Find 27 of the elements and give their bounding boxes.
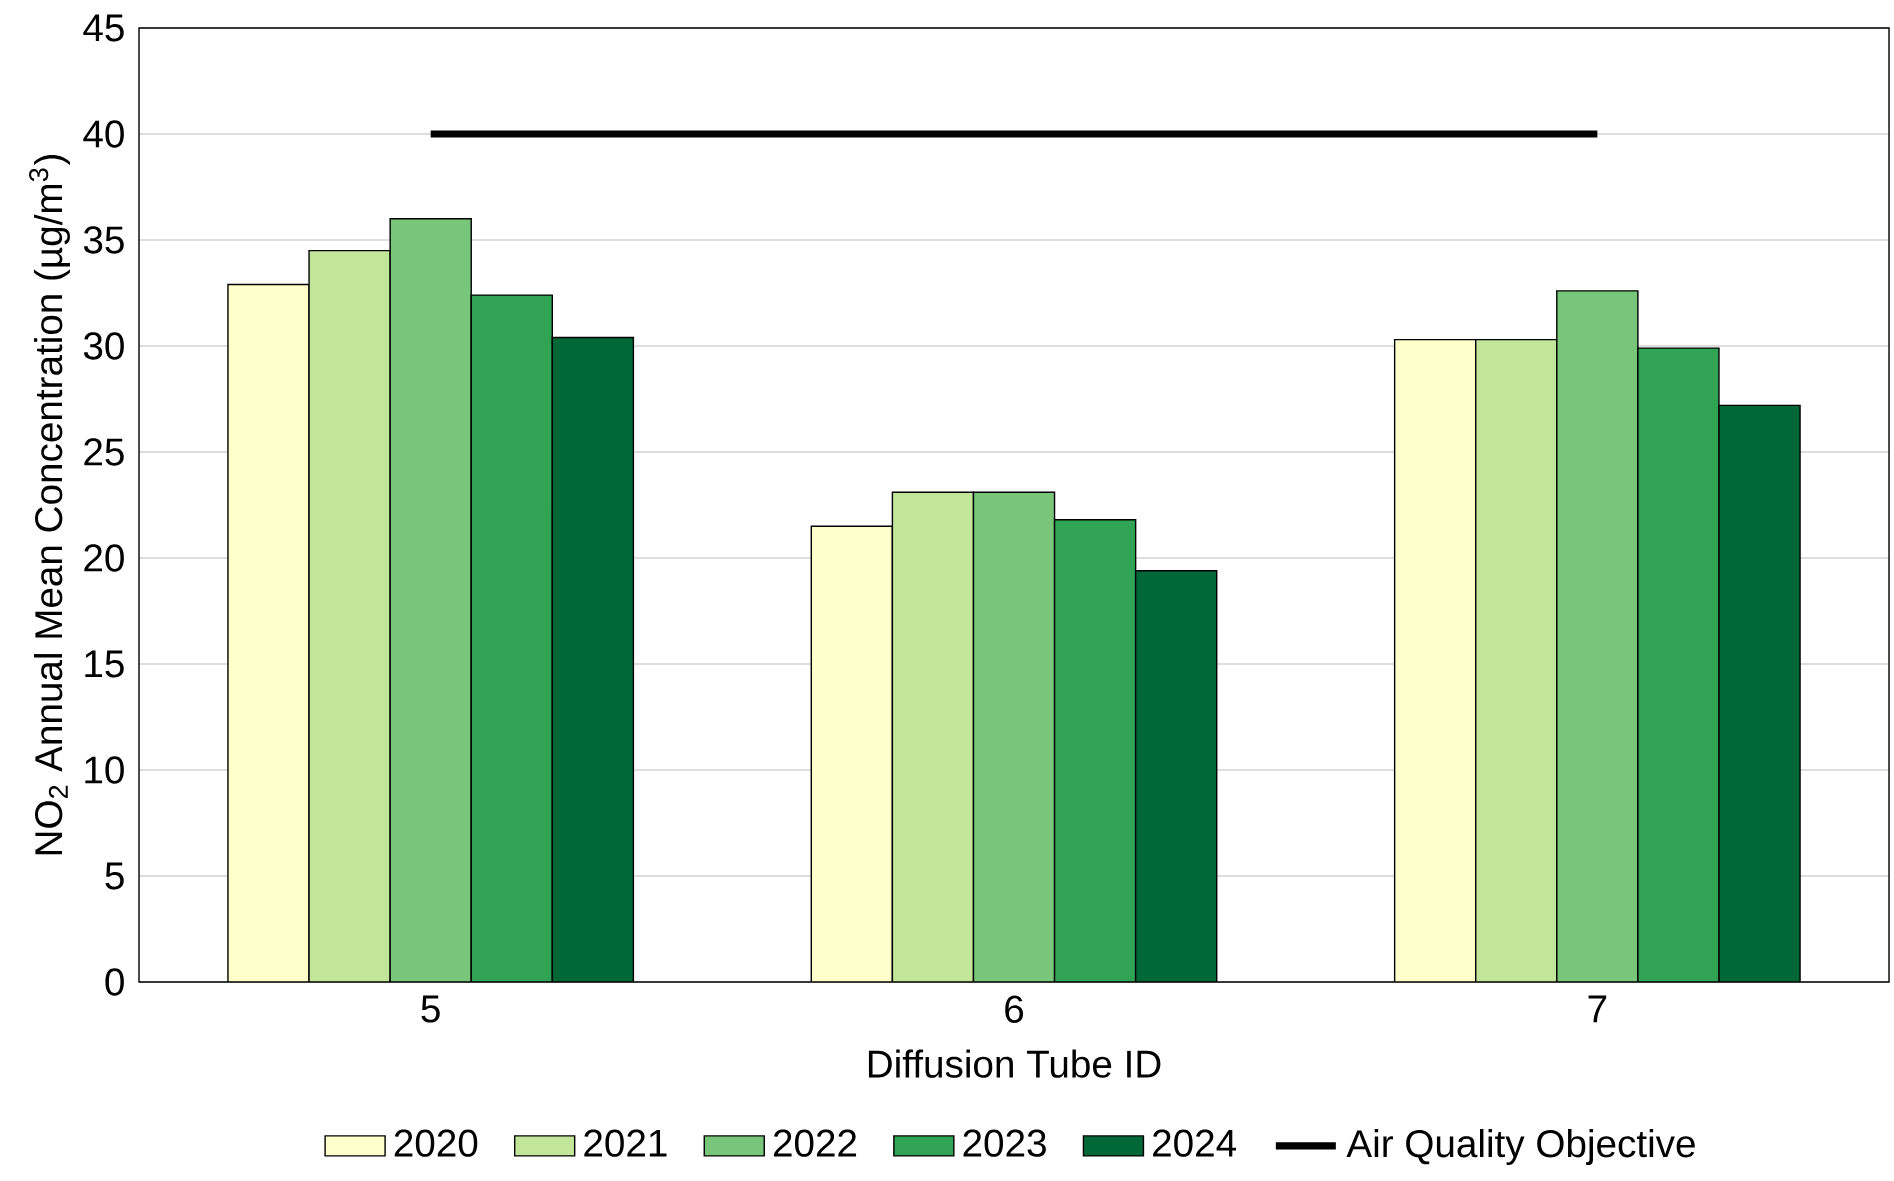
y-axis-title: NO$_{2}$ Annual Mean Concentration (µg/m$^{3}$) [29, 154, 70, 855]
y-tick-label: 25 [84, 438, 124, 466]
y-tick-label: 35 [83, 226, 124, 254]
x-axis-title: Diffusion Tube ID [868, 1049, 1161, 1078]
bar [308, 249, 391, 982]
legend-label: 2023 [963, 1129, 1046, 1157]
bar [1475, 338, 1558, 982]
x-tick-label: 5 [421, 995, 440, 1023]
legend-label: 2021 [584, 1129, 667, 1157]
y-tick-label: 5 [105, 862, 124, 890]
x-tick-label: 7 [1588, 995, 1607, 1023]
y-tick-label: 40 [83, 120, 124, 148]
legend-label: 2022 [773, 1129, 857, 1157]
y-tick-label: 30 [83, 332, 124, 360]
legend-label: 2020 [394, 1129, 478, 1157]
bar [389, 218, 472, 982]
x-tick-label: 6 [1005, 995, 1024, 1023]
y-tick-label: 10 [85, 756, 124, 784]
legend-label: 2024 [1153, 1129, 1236, 1157]
y-tick-label: 0 [105, 968, 124, 996]
y-tick-label: 45 [83, 14, 124, 42]
y-tick-label: 20 [84, 544, 124, 572]
bar [891, 491, 975, 982]
bar [1556, 290, 1639, 982]
legend-label: Air Quality Objective [1346, 1128, 1695, 1165]
bar [972, 491, 1056, 982]
y-tick-label: 15 [85, 650, 124, 678]
